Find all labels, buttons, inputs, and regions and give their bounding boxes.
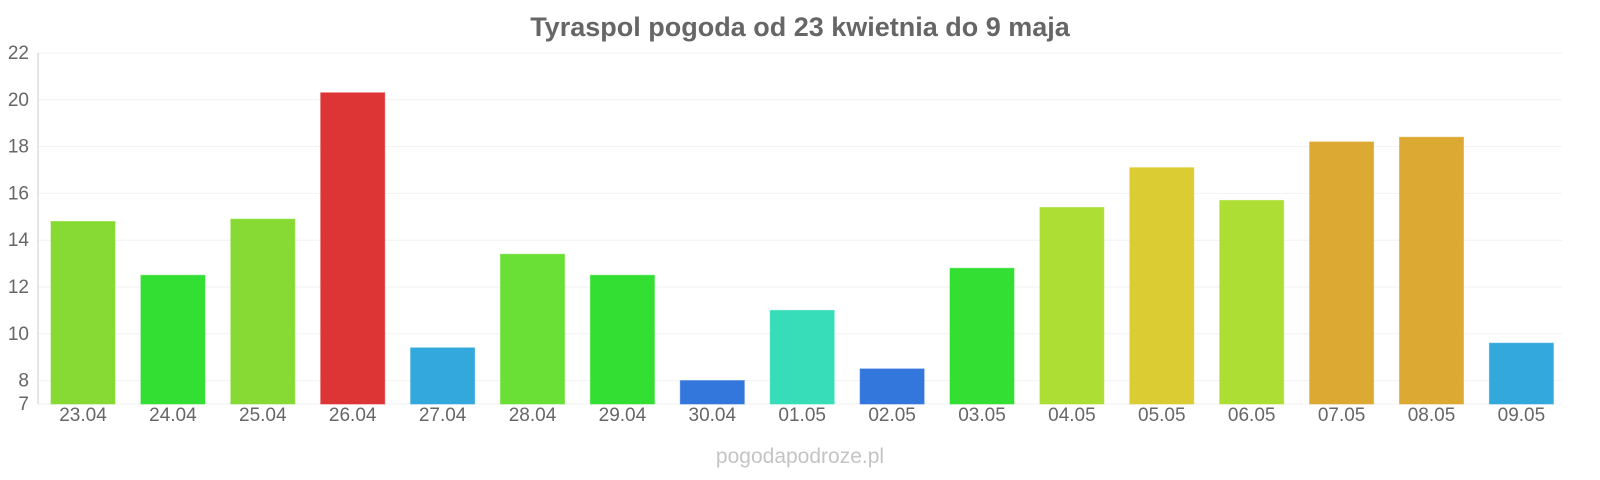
- watermark: pogodapodroze.pl: [716, 445, 884, 468]
- y-tick-label: 22: [8, 43, 29, 64]
- x-tick-label: 26.04: [329, 405, 377, 426]
- x-tick-label: 03.05: [958, 405, 1006, 426]
- bar-06.05: [1219, 199, 1285, 405]
- y-axis-ticks: 78 10 12 14 16 18 20 22: [8, 43, 30, 415]
- y-tick-label: 16: [8, 183, 29, 204]
- bar-09.05: [1488, 342, 1554, 405]
- bar-25.04: [230, 218, 296, 405]
- x-tick-label: 07.05: [1318, 405, 1366, 426]
- bar-02.05: [859, 368, 925, 405]
- bar-29.04: [589, 274, 655, 405]
- bar-01.05: [769, 309, 835, 405]
- x-tick-label: 24.04: [149, 405, 197, 426]
- x-tick-label: 09.05: [1498, 405, 1546, 426]
- x-tick-label: 01.05: [778, 405, 826, 426]
- x-tick-label: 23.04: [59, 405, 107, 426]
- bar-23.04: [50, 220, 116, 405]
- bar-24.04: [140, 274, 206, 405]
- bar-26.04: [320, 92, 386, 405]
- bar-08.05: [1399, 136, 1464, 405]
- y-tick-label: 12: [8, 277, 29, 298]
- bar-28.04: [500, 253, 565, 405]
- y-tick-label: 18: [8, 137, 29, 158]
- x-tick-label: 29.04: [599, 405, 647, 426]
- x-axis-ticks: 23.04 24.04 25.04 26.04 27.04 28.04 29.04 30.04…: [59, 405, 1545, 426]
- x-tick-label: 08.05: [1408, 405, 1456, 426]
- x-tick-label: 06.05: [1228, 405, 1276, 426]
- bar-27.04: [410, 347, 476, 405]
- x-tick-label: 02.05: [868, 405, 916, 426]
- bar-30.04: [679, 380, 745, 405]
- x-tick-label: 28.04: [509, 405, 557, 426]
- bar-03.05: [949, 267, 1015, 405]
- bar-07.05: [1309, 141, 1375, 405]
- chart-title: Tyraspol pogoda od 23 kwietnia do 9 maja: [530, 12, 1071, 42]
- y-tick-label: 14: [8, 230, 30, 251]
- bar-05.05: [1129, 167, 1195, 405]
- x-tick-label: 27.04: [419, 405, 467, 426]
- x-tick-label: 04.05: [1048, 405, 1096, 426]
- bar-04.05: [1039, 206, 1105, 405]
- y-tick-label: 7: [18, 394, 29, 415]
- x-tick-label: 30.04: [689, 405, 737, 426]
- bars: [50, 92, 1554, 405]
- x-tick-label: 05.05: [1138, 405, 1186, 426]
- y-tick-label: 20: [8, 90, 29, 111]
- x-tick-label: 25.04: [239, 405, 287, 426]
- y-tick-label: 10: [8, 324, 29, 345]
- y-tick-label: 8: [18, 371, 29, 392]
